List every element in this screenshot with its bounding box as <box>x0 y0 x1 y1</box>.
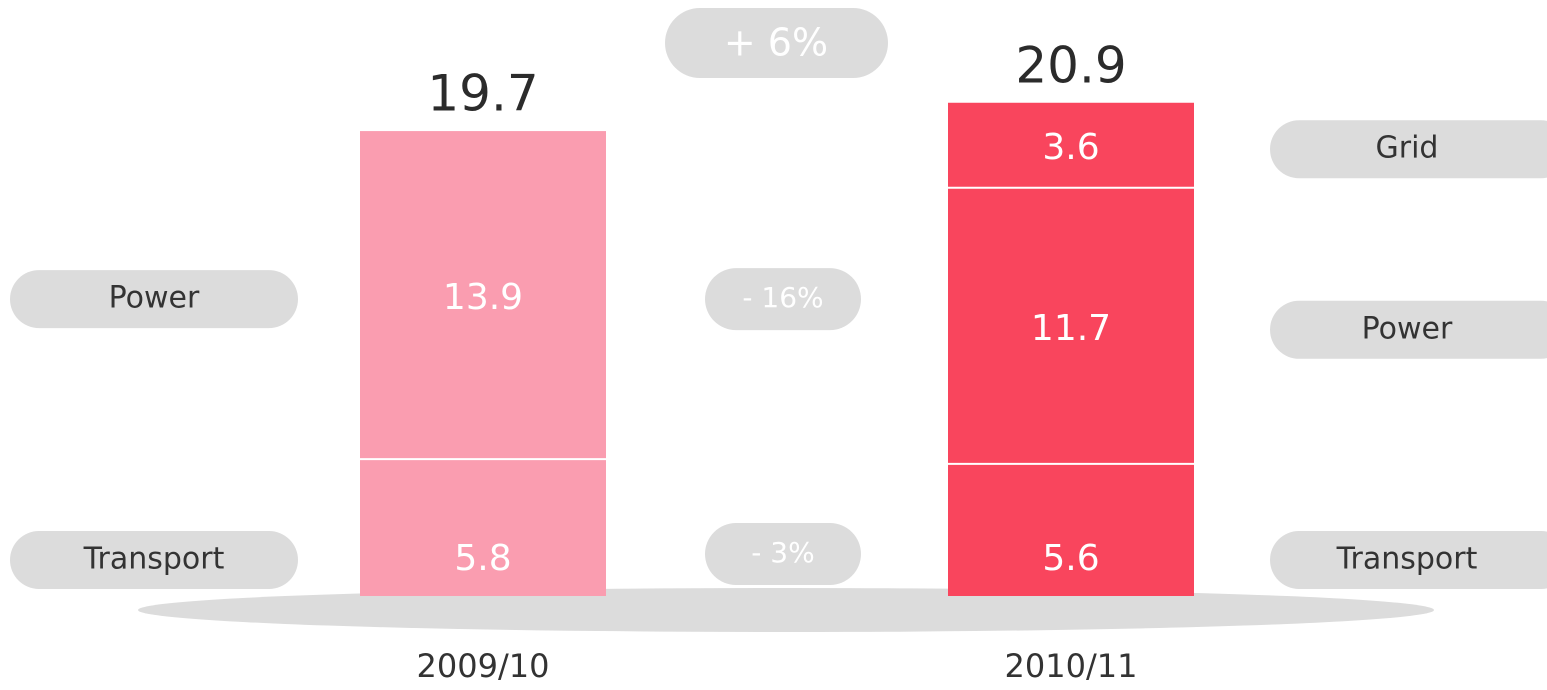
series-pill <box>10 270 298 329</box>
bar-segment <box>948 463 1194 596</box>
series-label: Power <box>1362 311 1453 346</box>
series-label: Transport <box>1336 542 1478 577</box>
segment-label: 5.8 <box>454 538 511 579</box>
segment-label: 13.9 <box>443 277 523 318</box>
series-pill <box>1270 300 1547 359</box>
change-pill <box>705 268 861 331</box>
series-label: Transport <box>83 542 225 577</box>
change-label: - 3% <box>751 536 814 569</box>
change-pill <box>705 523 861 585</box>
total-label: 20.9 <box>1015 36 1126 94</box>
series-label: Power <box>109 281 200 316</box>
bar-segment <box>360 459 606 596</box>
change-label: - 16% <box>742 281 823 314</box>
series-pill <box>10 531 298 589</box>
change-pill <box>665 8 888 78</box>
segment-label: 11.7 <box>1031 308 1111 349</box>
series-pill <box>1270 120 1547 179</box>
bar-segment <box>948 187 1194 464</box>
series-label: Grid <box>1376 131 1439 166</box>
x-tick-label: 2010/11 <box>1005 647 1138 685</box>
total-change-label: + 6% <box>724 21 828 65</box>
total-label: 19.7 <box>427 65 538 123</box>
series-pill <box>1270 531 1547 589</box>
segment-label: 3.6 <box>1042 127 1099 168</box>
bar-segment <box>948 102 1194 188</box>
bar-segment <box>360 131 606 460</box>
x-tick-label: 2009/10 <box>417 647 550 685</box>
segment-label: 5.6 <box>1042 538 1099 579</box>
floor-shadow <box>138 588 1434 632</box>
